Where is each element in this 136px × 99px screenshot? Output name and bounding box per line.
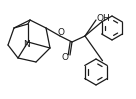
Text: O: O	[58, 28, 64, 37]
Text: OH: OH	[96, 13, 110, 22]
Text: N: N	[23, 40, 29, 49]
Text: O: O	[61, 52, 69, 61]
